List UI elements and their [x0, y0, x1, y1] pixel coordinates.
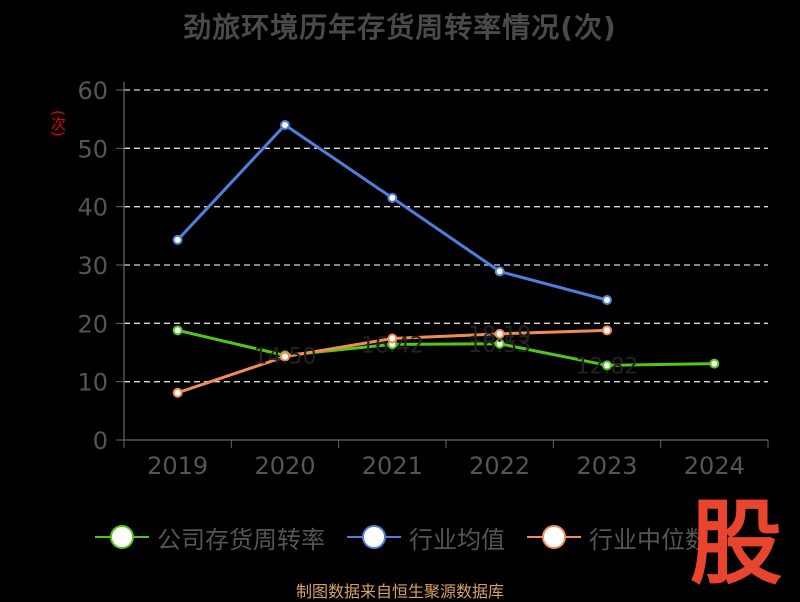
x-tick-label: 2021: [362, 452, 423, 480]
legend-swatch-industry-median: [527, 523, 581, 551]
grid-lines: [124, 89, 768, 383]
data-point: [709, 358, 720, 369]
legend-label-industry-median: 行业中位数: [589, 525, 709, 554]
legend-label-industry-mean: 行业均值: [409, 525, 505, 554]
x-tick-label: 2024: [684, 452, 745, 480]
y-tick-label: 40: [77, 194, 108, 222]
data-label: 14.50: [254, 344, 317, 369]
data-labels-layer: 14.50 16.42 16.53 12.82 18.19: [254, 323, 639, 380]
data-point: [172, 387, 183, 398]
data-label: 12.82: [576, 354, 639, 379]
data-source-note: 制图数据来自恒生聚源数据库: [295, 582, 504, 601]
x-tick-label: 2019: [147, 452, 208, 480]
series-line-1: [176, 123, 608, 302]
legend-swatch-company: [95, 523, 149, 551]
data-point: [602, 325, 612, 336]
data-point: [172, 234, 183, 245]
y-tick-label: 0: [93, 427, 108, 455]
y-tick-label: 50: [77, 135, 108, 163]
data-point: [387, 192, 398, 203]
data-label: 16.42: [361, 333, 424, 358]
series-layer: [172, 120, 720, 398]
chart-title: 劲旅环境历年存货周转率情况(次): [183, 11, 617, 44]
data-label: 16.53: [468, 333, 531, 358]
legend-swatch-industry-mean: [347, 523, 401, 551]
data-point: [280, 120, 290, 130]
data-label: 18.19: [468, 323, 531, 348]
legend-item-industry-mean[interactable]: 行业均值: [347, 520, 505, 555]
x-tick-label: 2023: [576, 452, 637, 480]
legend-label-company: 公司存货周转率: [157, 525, 325, 554]
data-point: [172, 325, 183, 336]
y-tick-label: 30: [77, 252, 108, 280]
legend-item-industry-median[interactable]: 行业中位数: [527, 520, 709, 555]
y-tick-label: 10: [77, 369, 108, 397]
data-point: [494, 328, 505, 339]
data-point: [494, 266, 505, 277]
data-point: [387, 333, 398, 344]
series-line-0: [177, 328, 715, 367]
x-tick-label: 2022: [469, 452, 530, 480]
y-tick-label: 20: [77, 310, 108, 338]
data-point: [602, 295, 612, 305]
y-tick-label: 60: [77, 77, 108, 105]
legend: 公司存货周转率 行业均值 行业中位数: [95, 520, 731, 554]
data-point: [602, 360, 612, 371]
watermark-logo: 股: [690, 490, 783, 597]
legend-item-company[interactable]: 公司存货周转率: [95, 520, 325, 555]
axes: 0 10 20 30 40 50 60 2019 2020 2021 2022 2023 2024: [77, 77, 769, 480]
data-point: [494, 338, 505, 349]
x-tick-label: 2020: [254, 452, 315, 480]
data-point: [280, 351, 290, 362]
y-axis-label: (次): [49, 110, 67, 137]
